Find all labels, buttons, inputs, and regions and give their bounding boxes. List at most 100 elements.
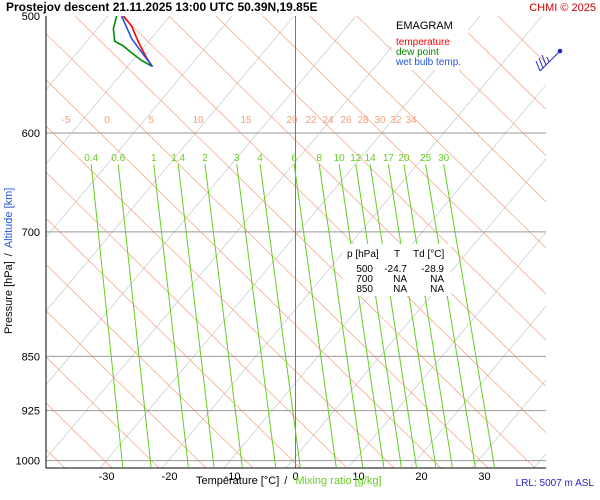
dry-adiabat-label: 15: [240, 115, 252, 126]
table-cell: NA: [430, 274, 444, 285]
mixing-ratio-label: 1: [151, 153, 157, 164]
wind-barb-flag-2: [538, 57, 544, 69]
moist-adiabat-line: [533, 453, 546, 468]
mixing-ratio-line: [369, 164, 417, 468]
mixing-ratio-label: 20: [398, 153, 410, 164]
mixing-ratio-line: [204, 164, 243, 468]
y-tick-label: 700: [22, 227, 40, 239]
x-tick-label: 10: [352, 471, 364, 483]
dry-adiabat-line: [46, 125, 395, 468]
profile-series: [112, 16, 154, 68]
sounding-table: p [hPa] T Td [°C] 500 -24.7 -28.9 700 NA…: [343, 244, 451, 296]
dry-adiabat-line: [46, 310, 207, 468]
mixing-ratio-line: [90, 164, 124, 468]
dry-adiabat-line: [450, 16, 546, 110]
dry-adiabat-line: [46, 33, 489, 468]
x-tick-label: -10: [225, 471, 241, 483]
moist-adiabat-line: [46, 16, 419, 460]
wind-barb-station: [557, 48, 563, 54]
mixing-ratio-line: [318, 164, 364, 468]
dry-adiabat-label: 28: [357, 115, 369, 126]
mixing-ratio-label: 4: [257, 153, 263, 164]
x-axis-title-mixing: Mixing ratio [g/kg]: [295, 475, 381, 487]
dry-adiabat-line: [215, 16, 546, 341]
mixing-ratio-label: 3: [234, 153, 240, 164]
mixing-ratio-labels: 0.4 0.6 1 1.4 2 3 4 6 8 10 12 14 17 20 25 30: [84, 153, 449, 164]
legend-wet-bulb: wet bulb temp.: [395, 57, 461, 68]
x-axis-title: Temperature [°C] / Mixing ratio [g/kg]: [196, 475, 382, 487]
y-tick-label: 600: [22, 128, 40, 140]
mixing-ratio-label: 0.4: [84, 153, 98, 164]
moist-adiabat-line: [99, 16, 481, 468]
moist-adiabat-line: [409, 305, 546, 468]
lrl-label: LRL: 5007 m ASL: [516, 478, 595, 489]
table-box: [343, 244, 451, 296]
x-tick-label: -20: [162, 471, 178, 483]
mixing-ratio-label: 25: [420, 153, 432, 164]
x-tick-label: 0: [292, 471, 298, 483]
dry-adiabat-label: 24: [322, 115, 334, 126]
wet-bulb-line: [120, 16, 154, 68]
dry-adiabat-line: [46, 171, 348, 468]
mixing-ratio-line: [259, 164, 301, 468]
copyright-label: CHMI © 2025: [529, 2, 596, 14]
legend-title: EMAGRAM: [396, 20, 453, 32]
mixing-ratio-line: [117, 164, 152, 468]
table-cell: -24.7: [384, 264, 407, 275]
dry-adiabat-line: [168, 16, 546, 387]
mixing-ratio-line: [293, 164, 337, 468]
moist-adiabat-line: [285, 158, 546, 468]
mixing-ratio-label: 2: [202, 153, 208, 164]
mixing-ratio-label: 8: [316, 153, 322, 164]
y-axis-title: Pressure [hPa] / Altitude [km]: [3, 188, 15, 334]
mixing-ratio-label: 30: [438, 153, 450, 164]
dry-adiabat-label: 34: [405, 115, 417, 126]
mixing-ratio-line: [443, 164, 495, 468]
y-tick-labels: 500 600 700 850 925 1000: [16, 11, 40, 468]
dry-adiabat-line: [356, 16, 546, 203]
dew-point-line: [112, 16, 153, 68]
moist-adiabat-line: [46, 16, 357, 386]
moist-adiabat-line: [347, 231, 546, 468]
mixing-ratio-line: [403, 164, 453, 468]
legend-box: [392, 16, 468, 70]
x-tick-labels: -30 -20 -10 0 10 20 30: [99, 471, 491, 483]
mixing-ratio-line: [177, 164, 215, 468]
legend: EMAGRAM temperature dew point wet bulb t…: [392, 16, 468, 70]
y-axis-title-altitude: Altitude [km]: [3, 188, 15, 249]
mixing-ratio-line: [387, 164, 437, 468]
dry-adiabat-label: 20: [286, 115, 298, 126]
dry-adiabat-label: 32: [390, 115, 402, 126]
dry-adiabat-line: [46, 264, 254, 468]
x-axis-title-separator: /: [284, 475, 288, 487]
y-tick-label: 850: [22, 351, 40, 363]
moist-adiabat-line: [46, 16, 233, 238]
chart-title: Prostejov descent 21.11.2025 13:00 UTC 5…: [6, 0, 318, 14]
dry-adiabat-line: [121, 16, 546, 434]
mixing-ratio-label: 14: [365, 153, 377, 164]
mixing-ratio-label: 0.6: [111, 153, 125, 164]
moist-adiabat-line: [471, 379, 546, 468]
y-tick-label: 1000: [16, 456, 40, 468]
x-tick-label: 20: [415, 471, 427, 483]
dry-adiabat-line: [403, 16, 546, 157]
mixing-ratio-line: [338, 164, 385, 468]
table-cell: 700: [356, 274, 373, 285]
dry-adiabat-label: -5: [62, 115, 71, 126]
dry-adiabat-label: 22: [305, 115, 317, 126]
moist-adiabat-line: [46, 16, 171, 165]
moist-adiabat-line: [223, 84, 546, 468]
wind-barb-flag-3: [541, 54, 547, 66]
table-header-td: Td [°C]: [413, 249, 444, 260]
mixing-ratio-label: 10: [334, 153, 346, 164]
mixing-ratio-line: [153, 164, 189, 468]
table-cell: 850: [356, 284, 373, 295]
wind-barb: [535, 48, 563, 72]
dry-adiabat-label: 5: [148, 115, 154, 126]
table-cell: NA: [393, 284, 407, 295]
table-cell: -28.9: [421, 264, 444, 275]
wind-barb-flag-4: [546, 56, 550, 63]
dry-adiabat-labels: -5 0 5 10 15 20 22 24 26 28 30 32 34: [62, 115, 417, 126]
mixing-ratio-line: [236, 164, 277, 468]
